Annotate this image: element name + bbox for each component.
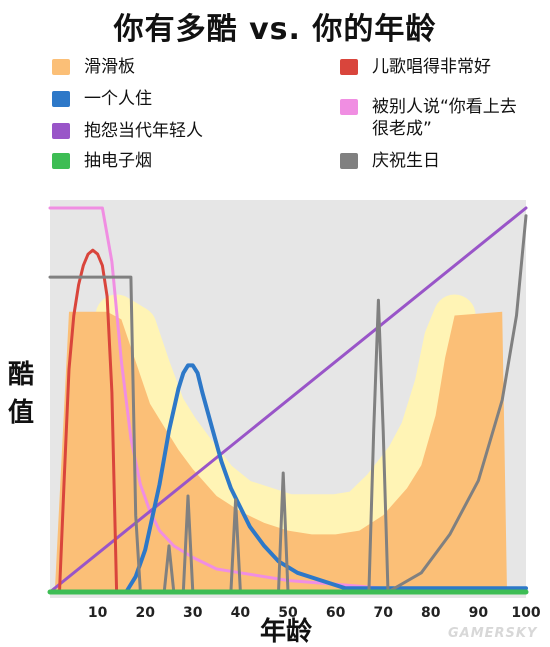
watermark: GAMERSKY	[448, 626, 538, 641]
legend-swatch-live-alone	[52, 91, 70, 107]
background-band	[95, 294, 476, 537]
series-line-look-mature	[48, 206, 528, 594]
legend-item-vape: 抽电子烟	[52, 150, 152, 172]
legend-swatch-nursery-rhymes	[340, 59, 358, 75]
series-line-skateboard	[54, 311, 508, 592]
series-line-live-alone	[124, 363, 528, 594]
legend-label-skateboard: 滑滑板	[84, 57, 135, 77]
legend-item-live-alone: 一个人住	[52, 88, 152, 110]
x-tick-label: 20	[135, 605, 155, 621]
legend-label-complain-youth: 抱怨当代年轻人	[84, 121, 203, 141]
y-axis-label: 酷值	[7, 360, 34, 428]
legend-swatch-complain-youth	[52, 123, 70, 139]
legend-item-complain-youth: 抱怨当代年轻人	[52, 120, 203, 142]
legend-item-skateboard: 滑滑板	[52, 56, 135, 78]
legend-swatch-skateboard	[52, 59, 70, 75]
legend-label-nursery-rhymes: 儿歌唱得非常好	[372, 57, 491, 77]
x-tick-label: 30	[183, 605, 203, 621]
legend-label-look-mature: 被别人说“你看上去 很老成”	[372, 97, 517, 139]
x-axis-label: 年龄	[260, 617, 313, 647]
legend-label-birthday: 庆祝生日	[372, 151, 440, 171]
x-tick-label: 90	[469, 605, 489, 621]
legend-item-nursery-rhymes: 儿歌唱得非常好	[340, 56, 491, 78]
x-tick-label: 70	[373, 605, 393, 621]
series-line-complain-youth	[48, 206, 528, 594]
series-line-nursery-rhymes	[58, 248, 119, 594]
series-layer	[47, 206, 529, 595]
legend-label-live-alone: 一个人住	[84, 89, 152, 109]
x-tick-label: 50	[278, 605, 298, 621]
x-tick-labels: 10 20 30 40 50 60 70 80 90 100	[88, 605, 541, 621]
x-tick-label: 40	[231, 605, 251, 621]
legend-item-look-mature: 被别人说“你看上去 很老成”	[340, 96, 517, 140]
legend-swatch-birthday	[340, 153, 358, 169]
legend-swatch-vape	[52, 153, 70, 169]
x-tick-label: 10	[88, 605, 108, 621]
x-tick-label: 80	[421, 605, 441, 621]
legend-swatch-look-mature	[340, 99, 358, 115]
x-tick-label: 60	[326, 605, 346, 621]
x-tick-label: 100	[511, 605, 540, 621]
chart-title: 你有多酷 vs. 你的年龄	[113, 12, 437, 47]
legend-item-birthday: 庆祝生日	[340, 150, 440, 172]
legend-label-vape: 抽电子烟	[84, 151, 152, 171]
